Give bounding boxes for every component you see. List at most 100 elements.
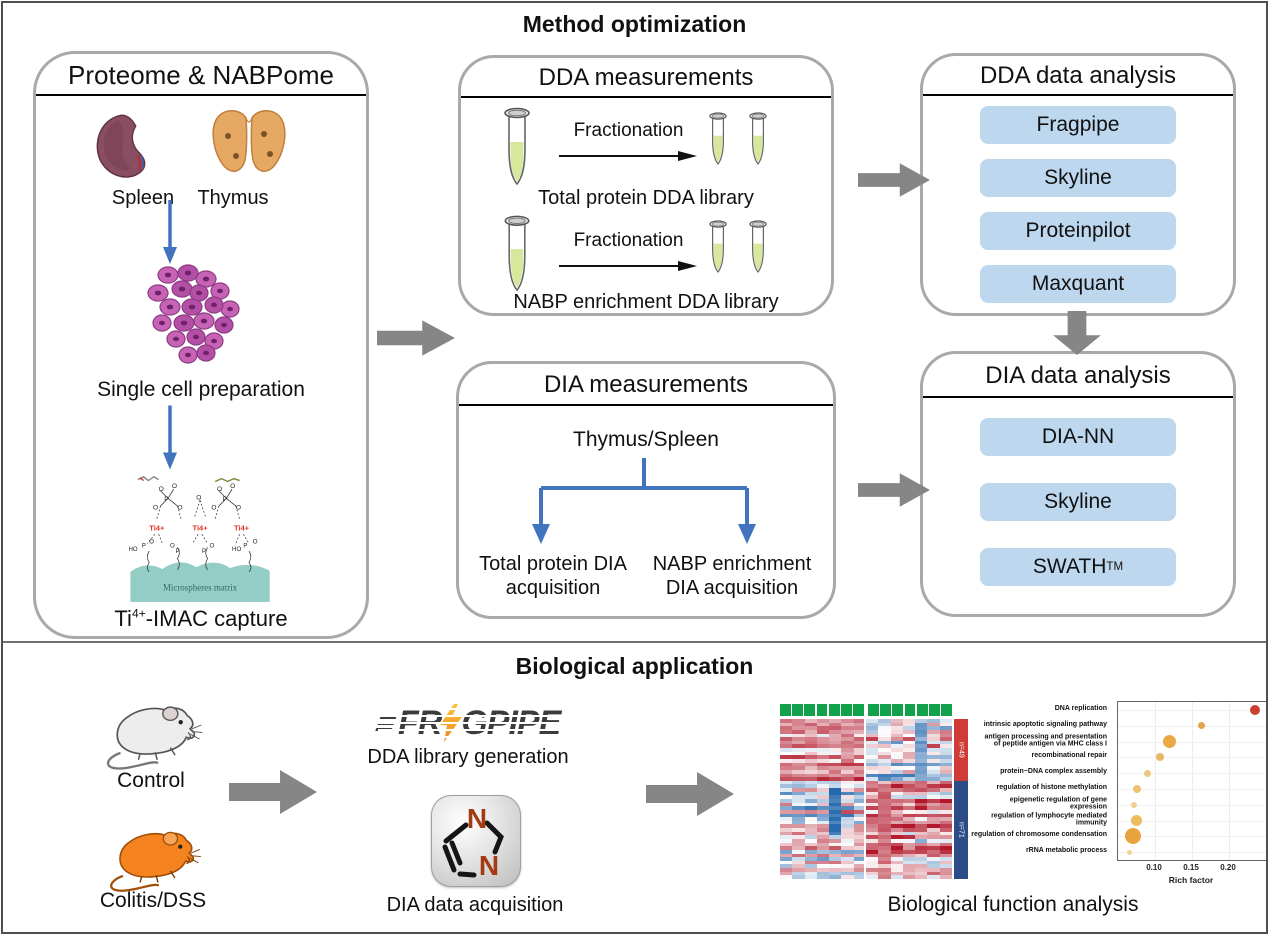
tool-swath: SWATH TM xyxy=(980,548,1176,586)
heatmap-body xyxy=(780,719,952,879)
dotplot-point xyxy=(1198,722,1206,730)
title-biological-application: Biological application xyxy=(515,653,754,679)
dotplot-tick: 0.10 xyxy=(1146,863,1162,872)
label-fractionation: Fractionation xyxy=(573,230,684,251)
svg-text:N: N xyxy=(479,850,499,881)
label-fractionation: Fractionation xyxy=(573,120,684,141)
heatmap-sidebar: n=49 n=71 xyxy=(954,719,968,879)
tube-icon xyxy=(504,215,530,292)
panel-header-dda-data-analysis: DDA data analysis xyxy=(923,56,1233,96)
colitis-mouse-icon xyxy=(110,831,201,892)
dotplot-point xyxy=(1131,815,1142,826)
svg-text:P: P xyxy=(243,542,247,549)
dotplot-point xyxy=(1156,753,1165,762)
svg-text:O: O xyxy=(153,505,158,512)
dotplot-category-label: DNA replication xyxy=(1054,705,1107,713)
dotplot-labels: DNA replication intrinsic apoptotic signa… xyxy=(971,697,1113,867)
tube-icon xyxy=(709,112,727,165)
fragpipe-text-right: GPIPE xyxy=(461,703,561,742)
svg-text:N: N xyxy=(467,803,487,834)
speed-lines-icon xyxy=(375,715,397,731)
label-single-cell-preparation: Single cell preparation xyxy=(97,378,305,401)
tool-dia-nn: DIA-NN xyxy=(980,418,1176,456)
cells-cluster-icon xyxy=(147,264,240,364)
heatmap-annotation xyxy=(780,704,953,716)
control-mouse-icon xyxy=(106,706,203,770)
svg-text:P: P xyxy=(223,496,228,503)
svg-text:O: O xyxy=(172,483,177,490)
flow-arrow-tools-to-results-icon xyxy=(646,772,734,816)
label-spleen: Spleen xyxy=(111,187,175,209)
flow-arrow-left-to-middle-icon xyxy=(377,320,455,356)
dotplot-point xyxy=(1131,801,1138,808)
tool-maxquant: Maxquant xyxy=(980,265,1176,303)
tool-skyline: Skyline xyxy=(980,159,1176,197)
dotplot-category-label: regulation of chromosome condensation xyxy=(971,831,1107,839)
panel-dda-measurements: DDA measurements Fractionation Total pro… xyxy=(458,55,834,316)
svg-text:HO: HO xyxy=(129,546,138,553)
tube-icon xyxy=(504,107,530,186)
panel-header-proteome: Proteome & NABPome xyxy=(36,54,366,96)
dotplot-category-label: protein−DNA complex assembly xyxy=(1000,768,1107,776)
section-divider xyxy=(3,641,1266,643)
dotplot-tick: 0.20 xyxy=(1220,863,1236,872)
dotplot-point xyxy=(1163,735,1177,748)
svg-text:Ti4+: Ti4+ xyxy=(149,523,165,532)
svg-text:O: O xyxy=(159,486,164,493)
flow-arrow-mice-to-tools-icon xyxy=(229,770,317,814)
dotplot-category-label: intrinsic apoptotic signaling pathway xyxy=(983,720,1107,728)
dotplot-category-label: regulation of lymphocyte mediated immuni… xyxy=(991,811,1107,827)
panel-header-dda-measurements: DDA measurements xyxy=(461,58,831,98)
label-thymus: Thymus xyxy=(197,187,269,209)
thymus-icon xyxy=(212,110,286,172)
dotplot-point xyxy=(1133,784,1142,793)
title-method-optimization: Method optimization xyxy=(522,11,747,37)
dotplot-category-label: regulation of histone methylation xyxy=(996,784,1107,792)
label-total-protein-dia-acquisition: Total protein DIA acquisition xyxy=(479,553,627,599)
svg-text:O: O xyxy=(253,539,258,546)
label-dia-data-acquisition: DIA data acquisition xyxy=(386,894,564,916)
svg-text:O: O xyxy=(217,486,222,493)
lightning-icon xyxy=(440,704,463,742)
dotplot-panel xyxy=(1117,701,1266,861)
dotplot-category-label: epigenetic regulation of gene expression xyxy=(1009,796,1107,811)
dotplot-category-label: recombinational repair xyxy=(1031,752,1107,760)
svg-text:P: P xyxy=(176,548,180,555)
branch-arrow-icon xyxy=(532,458,756,544)
label-nabp-enrichment-dda-library: NABP enrichment DDA library xyxy=(513,291,779,313)
fragpipe-text-left: FR xyxy=(398,703,442,742)
svg-text:P: P xyxy=(142,542,146,549)
label-nabp-enrichment-dia-acquisition: NABP enrichment DIA acquisition xyxy=(652,553,812,599)
label-thymus-spleen: Thymus/Spleen xyxy=(573,428,719,451)
svg-text:O: O xyxy=(196,494,201,501)
label-colitis-dss: Colitis/DSS xyxy=(99,889,207,912)
svg-text:P: P xyxy=(202,548,206,555)
tube-icon xyxy=(749,220,767,273)
tool-fragpipe: Fragpipe xyxy=(980,106,1176,144)
panel-proteome: Proteome & NABPome Spleen Thymus xyxy=(33,51,369,639)
tube-icon xyxy=(709,220,727,273)
label-biological-function-analysis: Biological function analysis xyxy=(887,893,1139,916)
label-control: Control xyxy=(117,769,185,792)
panel-header-dia-data-analysis: DIA data analysis xyxy=(923,354,1233,398)
arrow-down-icon xyxy=(163,200,177,264)
heatmap-cluster-top: n=49 xyxy=(954,719,968,781)
tube-icon xyxy=(749,112,767,165)
dotplot-xlabel: Rich factor xyxy=(1168,875,1214,885)
dotplot-category-label: rRNA metabolic process xyxy=(1025,847,1107,855)
svg-text:O: O xyxy=(149,539,154,546)
svg-text:O: O xyxy=(209,542,214,549)
label-total-protein-dda-library: Total protein DDA library xyxy=(538,187,754,209)
arrow-down-icon xyxy=(163,405,177,470)
dotplot-point xyxy=(1249,704,1260,715)
tool-proteinpilot: Proteinpilot xyxy=(980,212,1176,250)
svg-text:O: O xyxy=(211,505,216,512)
heatmap: n=49 n=71 xyxy=(780,704,970,882)
svg-text:O: O xyxy=(230,483,235,490)
dotplot: DNA replication intrinsic apoptotic signa… xyxy=(971,697,1266,889)
svg-text:HO: HO xyxy=(232,546,241,553)
label-ti-imac-capture: Ti4+-IMAC capture xyxy=(114,606,288,631)
dotplot-point xyxy=(1124,828,1141,845)
svg-text:Ti4+: Ti4+ xyxy=(234,523,250,532)
